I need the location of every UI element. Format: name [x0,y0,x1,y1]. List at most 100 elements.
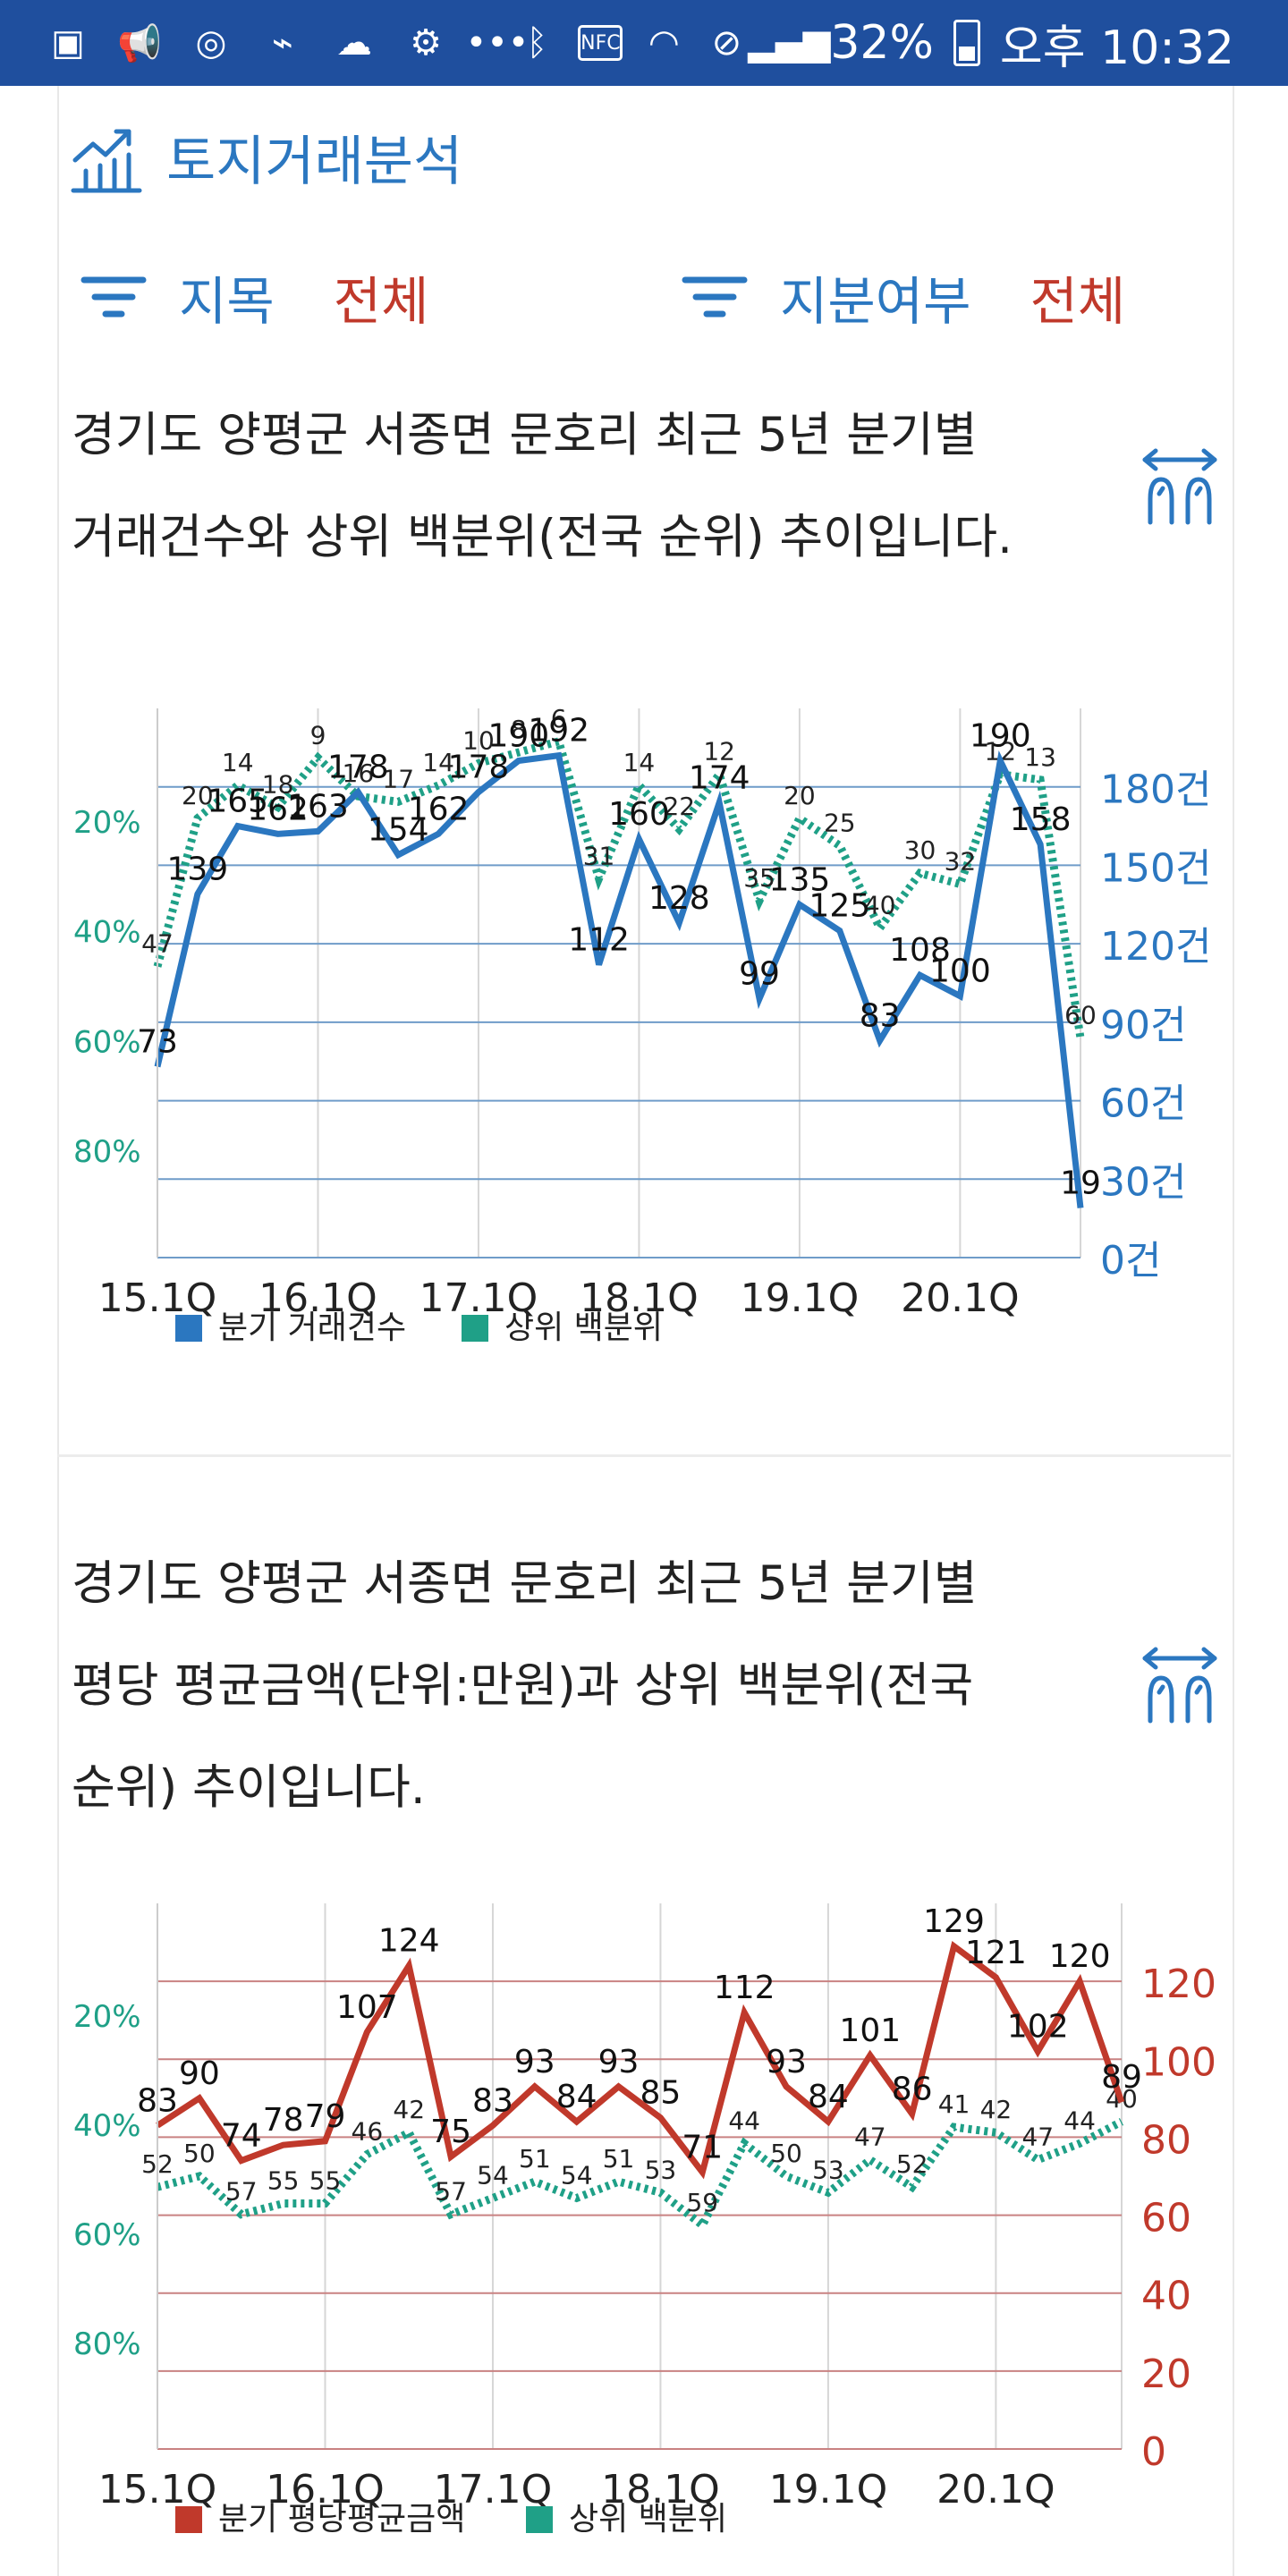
description-line: 경기도 양평군 서종면 문호리 최근 5년 분기별 [72,1556,978,1611]
data-label-main: 163 [287,788,349,825]
legend-swatch [175,1315,202,1342]
data-label-percentile: 12 [703,737,735,767]
filter-land-type[interactable]: 지목 전체 [80,259,428,335]
series-line-percentile [156,2118,1124,2232]
data-label-percentile: 44 [728,2106,760,2135]
data-label-percentile: 54 [477,2160,509,2190]
filter-value[interactable]: 전체 [1030,271,1126,332]
filter-value[interactable]: 전체 [333,271,429,332]
swap-icon[interactable] [1140,1646,1220,1726]
y-left-tick-label: 40% [73,2108,141,2144]
data-label-main: 89 [1101,2059,1142,2096]
chart-transaction-count: 180건 150건 120건 90건 60건 30건 0건 20% 40% 60% 80% 15.1Q… [73,704,1211,1346]
data-label-percentile: 32 [945,846,977,876]
legend-swatch [175,2506,202,2533]
data-label-percentile: 57 [435,2177,467,2207]
battery-icon [953,20,980,66]
section2-description: 경기도 양평군 서종면 문호리 최근 5년 분기별 평당 평균금액(단위:만원)… [72,1533,1073,1839]
y-left-tick-label: 60% [73,1024,141,1060]
y-right-tick-label: 90건 [1100,1003,1186,1048]
status-bar: ▣ 📢 ◎ ⌁ ☁ ⚙ ••• ᛒ NFC ◠ ⊘ ▂▄▆ 32% 오후 10:… [0,0,1288,86]
data-label-percentile: 30 [904,835,936,865]
chart-trend-icon [71,129,142,192]
megaphone-icon: 📢 [117,22,162,64]
page-title: 토지거래분석 [166,131,463,193]
legend-label: 상위 백분위 [569,2501,727,2538]
nfc-icon: NFC [578,25,623,61]
y-right-tick-label: 180건 [1100,767,1211,813]
data-label-main: 74 [221,2118,262,2155]
data-label-percentile: 47 [854,2123,886,2152]
description-line: 평당 평균금액(단위:만원)과 상위 백분위(전국 [72,1658,974,1713]
data-label-main: 71 [682,2130,723,2166]
data-label-main: 101 [839,2012,901,2049]
data-label-percentile: 18 [262,770,294,800]
x-tick-label: 16.1Q [266,2467,385,2512]
data-label-percentile: 14 [422,748,454,777]
x-tick-label: 20.1Q [936,2467,1055,2512]
data-label-main: 139 [167,852,229,888]
filter-share[interactable]: 지분여부 전체 [682,259,1125,335]
data-label-main: 75 [430,2114,471,2150]
data-label-main: 160 [608,796,670,833]
data-label-percentile: 47 [1021,2123,1054,2152]
y-right-tick-label: 120 [1141,1962,1216,2007]
x-tick-label: 19.1Q [769,2467,888,2512]
data-label-main: 112 [714,1970,775,2006]
walk-icon: ◎ [195,22,227,64]
y-right-tick-label: 0 [1141,2429,1166,2475]
y-right-tick-label: 80 [1141,2117,1191,2163]
data-label-percentile: 51 [519,2144,551,2174]
data-label-main: 84 [808,2079,849,2115]
y-left-tick-label: 60% [73,2217,141,2253]
data-label-main: 107 [336,1989,398,2026]
data-label-main: 162 [408,791,470,827]
data-label-main: 99 [739,956,780,993]
legend-swatch [462,1315,488,1342]
signal-icon: ▂▄▆ [748,22,831,64]
data-label-main: 135 [769,861,831,898]
y-right-tick-label: 100 [1141,2039,1216,2085]
legend-label: 분기 평당평균금액 [218,2501,465,2538]
data-label-percentile: 42 [980,2095,1013,2124]
data-label-percentile: 52 [896,2149,928,2179]
no-sim-icon: ⊘ [711,22,742,64]
data-label-main: 84 [556,2079,597,2115]
y-left-tick-label: 40% [73,915,141,951]
data-label-percentile: 50 [770,2139,802,2168]
battery-percent: 32% [830,16,934,70]
y-right-tick-label: 20 [1141,2351,1191,2397]
android-debug-icon: ⚙ [410,22,442,64]
data-label-main: 121 [965,1935,1027,1971]
y-left-tick-label: 20% [73,805,141,841]
y-left-tick-label: 80% [73,2326,141,2362]
data-label-main: 93 [766,2044,807,2080]
data-label-main: 19 [1060,1165,1101,1201]
description-line: 경기도 양평군 서종면 문호리 최근 5년 분기별 [72,408,978,462]
data-label-percentile: 51 [603,2144,635,2174]
data-label-main: 83 [860,997,901,1034]
page-header: 토지거래분석 [70,118,462,196]
data-label-percentile: 53 [645,2155,677,2184]
data-label-percentile: 20 [182,781,214,810]
y-right-tick-label: 60건 [1100,1081,1186,1127]
y-right-tick-label: 30건 [1100,1159,1186,1205]
x-tick-label: 18.1Q [601,2467,720,2512]
x-tick-label: 18.1Q [580,1275,699,1321]
data-label-main: 83 [472,2082,513,2119]
data-label-main: 178 [327,750,389,786]
y-right-tick-label: 150건 [1100,845,1211,891]
more-dots-icon: ••• [465,22,530,64]
status-right-icons: ᛒ NFC ◠ ⊘ ▂▄▆ 32% 오후 10:32 [515,14,1234,75]
data-label-percentile: 55 [309,2166,342,2196]
swap-icon[interactable] [1140,447,1220,528]
data-label-percentile: 46 [352,2117,384,2147]
cloud-icon: ☁ [336,22,372,64]
data-label-main: 174 [689,759,750,796]
data-label-main: 85 [640,2075,682,2112]
image-icon: ▣ [51,22,85,64]
data-label-percentile: 8 [511,715,527,744]
data-label-percentile: 6 [551,704,567,733]
data-label-percentile: 59 [686,2188,718,2217]
filter-label: 지목 [179,271,275,332]
